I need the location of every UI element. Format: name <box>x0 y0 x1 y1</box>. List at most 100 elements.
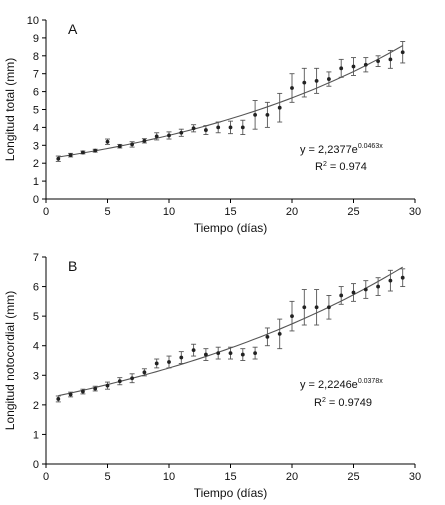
x-tick-label: 15 <box>224 206 236 218</box>
data-point <box>204 352 208 357</box>
data-point <box>68 392 73 397</box>
data-point <box>81 150 85 155</box>
data-point <box>228 125 233 130</box>
x-tick-label: 10 <box>163 206 175 218</box>
y-tick-label: 1 <box>33 429 39 441</box>
data-point <box>265 334 270 339</box>
fit-curve <box>58 45 403 158</box>
y-tick-label: 6 <box>33 282 39 294</box>
panel-b: 0 1 2 3 4 5 6 7 0 5 10 15 20 25 30 Tiempo (días) Longitu… <box>3 252 421 500</box>
data-point <box>302 305 307 310</box>
data-point <box>130 142 135 147</box>
data-point <box>191 126 196 131</box>
data-point <box>327 305 331 310</box>
data-point <box>388 57 393 62</box>
y-tick-label: 0 <box>33 194 39 206</box>
data-point <box>216 125 221 130</box>
x-axis-title: Tiempo (días) <box>194 221 268 235</box>
y-tick-label: 10 <box>27 15 39 27</box>
data-point <box>93 386 98 391</box>
y-tick-label: 7 <box>33 252 39 264</box>
fit-equation: y = 2,2377e0.0463x <box>300 143 383 156</box>
data-point <box>363 287 368 292</box>
data-point <box>142 370 147 375</box>
y-tick-label: 4 <box>33 122 39 134</box>
data-point <box>93 148 98 153</box>
data-point <box>339 293 344 298</box>
data-point <box>363 62 368 67</box>
data-point <box>154 134 159 139</box>
data-point <box>105 383 110 388</box>
data-point <box>253 112 257 117</box>
data-point <box>314 305 319 310</box>
x-tick-label: 15 <box>224 471 236 483</box>
r-squared: R2 = 0.9749 <box>314 397 372 409</box>
y-tick-label: 4 <box>33 341 39 353</box>
data-point <box>154 361 159 366</box>
y-tick-label: 0 <box>33 459 39 471</box>
data-point <box>376 59 380 64</box>
data-point <box>240 352 245 357</box>
data-point <box>130 376 135 381</box>
data-point <box>290 314 294 319</box>
data-point <box>167 133 171 138</box>
data-point <box>117 379 122 384</box>
panel-letter: B <box>68 258 77 274</box>
x-tick-label: 5 <box>104 471 110 483</box>
x-tick-label: 0 <box>43 206 49 218</box>
x-tick-label: 0 <box>43 471 49 483</box>
data-point <box>191 348 196 353</box>
x-tick-label: 20 <box>286 471 298 483</box>
x-tick-label: 25 <box>347 206 359 218</box>
x-tick-label: 10 <box>163 471 175 483</box>
y-axis-title: Longitud total (mm) <box>3 58 17 161</box>
panel-a: 0 1 2 3 4 5 6 7 8 9 10 0 5 10 15 20 25 30 Tiempo (días) Lon… <box>3 15 421 235</box>
y-tick-label: 6 <box>33 87 39 99</box>
x-tick-label: 30 <box>409 471 421 483</box>
data-point <box>351 64 356 69</box>
y-axis-title: Longitud notocordial (mm) <box>3 291 17 430</box>
data-point <box>56 156 61 161</box>
data-point <box>81 389 85 394</box>
data-point <box>179 355 184 360</box>
data-point <box>253 351 257 356</box>
data-point <box>327 77 331 81</box>
data-point <box>117 144 122 149</box>
data-point <box>351 290 356 295</box>
data-point <box>277 331 282 336</box>
data-point <box>56 397 61 401</box>
y-tick-label: 7 <box>33 69 39 81</box>
x-tick-label: 25 <box>347 471 359 483</box>
x-tick-label: 5 <box>104 206 110 218</box>
data-point <box>240 125 245 130</box>
data-point <box>265 112 270 117</box>
data-point <box>167 360 171 364</box>
panel-letter: A <box>68 21 78 37</box>
data-point <box>142 138 147 143</box>
x-axis-title: Tiempo (días) <box>194 486 268 500</box>
r-squared: R2 = 0.974 <box>315 161 367 173</box>
y-tick-label: 8 <box>33 51 39 63</box>
data-point <box>277 105 282 110</box>
data-point <box>105 139 110 144</box>
y-tick-label: 5 <box>33 311 39 323</box>
data-point <box>400 50 405 55</box>
x-tick-label: 30 <box>409 206 421 218</box>
data-point <box>68 153 73 158</box>
data-point <box>339 66 344 71</box>
y-tick-label: 3 <box>33 140 39 152</box>
data-point <box>228 351 233 356</box>
data-point <box>314 78 319 83</box>
data-point <box>290 86 294 90</box>
data-point <box>204 128 208 132</box>
data-point <box>216 351 221 356</box>
y-tick-label: 2 <box>33 158 39 170</box>
y-tick-label: 1 <box>33 176 39 188</box>
y-tick-label: 5 <box>33 105 39 117</box>
fit-curve <box>58 266 403 397</box>
y-tick-label: 9 <box>33 33 39 45</box>
data-point <box>376 284 380 289</box>
x-tick-label: 20 <box>286 206 298 218</box>
